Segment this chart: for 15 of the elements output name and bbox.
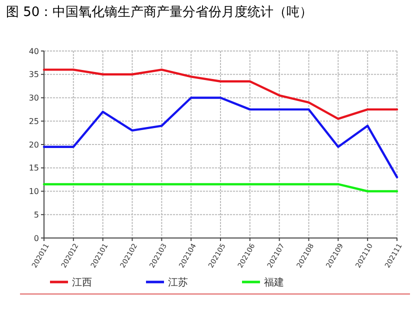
y-tick-label: 10 (28, 187, 39, 196)
legend-label: 江苏 (168, 276, 188, 288)
y-tick-label: 20 (28, 140, 39, 150)
y-tick-label: 30 (28, 94, 39, 103)
y-tick-label: 25 (28, 116, 39, 126)
legend-label: 江西 (72, 276, 92, 288)
y-tick-label: 35 (28, 70, 39, 80)
line-series (42, 68, 398, 120)
y-tick-label: 15 (28, 164, 39, 173)
line-series (42, 96, 398, 178)
y-tick-label: 40 (28, 46, 39, 56)
legend-label: 福建 (264, 276, 284, 288)
y-tick-label: 5 (34, 210, 39, 220)
y-tick-label: 0 (34, 234, 39, 243)
chart-title: 图 50：中国氧化镝生产商产量分省份月度统计（吨） (6, 4, 313, 20)
